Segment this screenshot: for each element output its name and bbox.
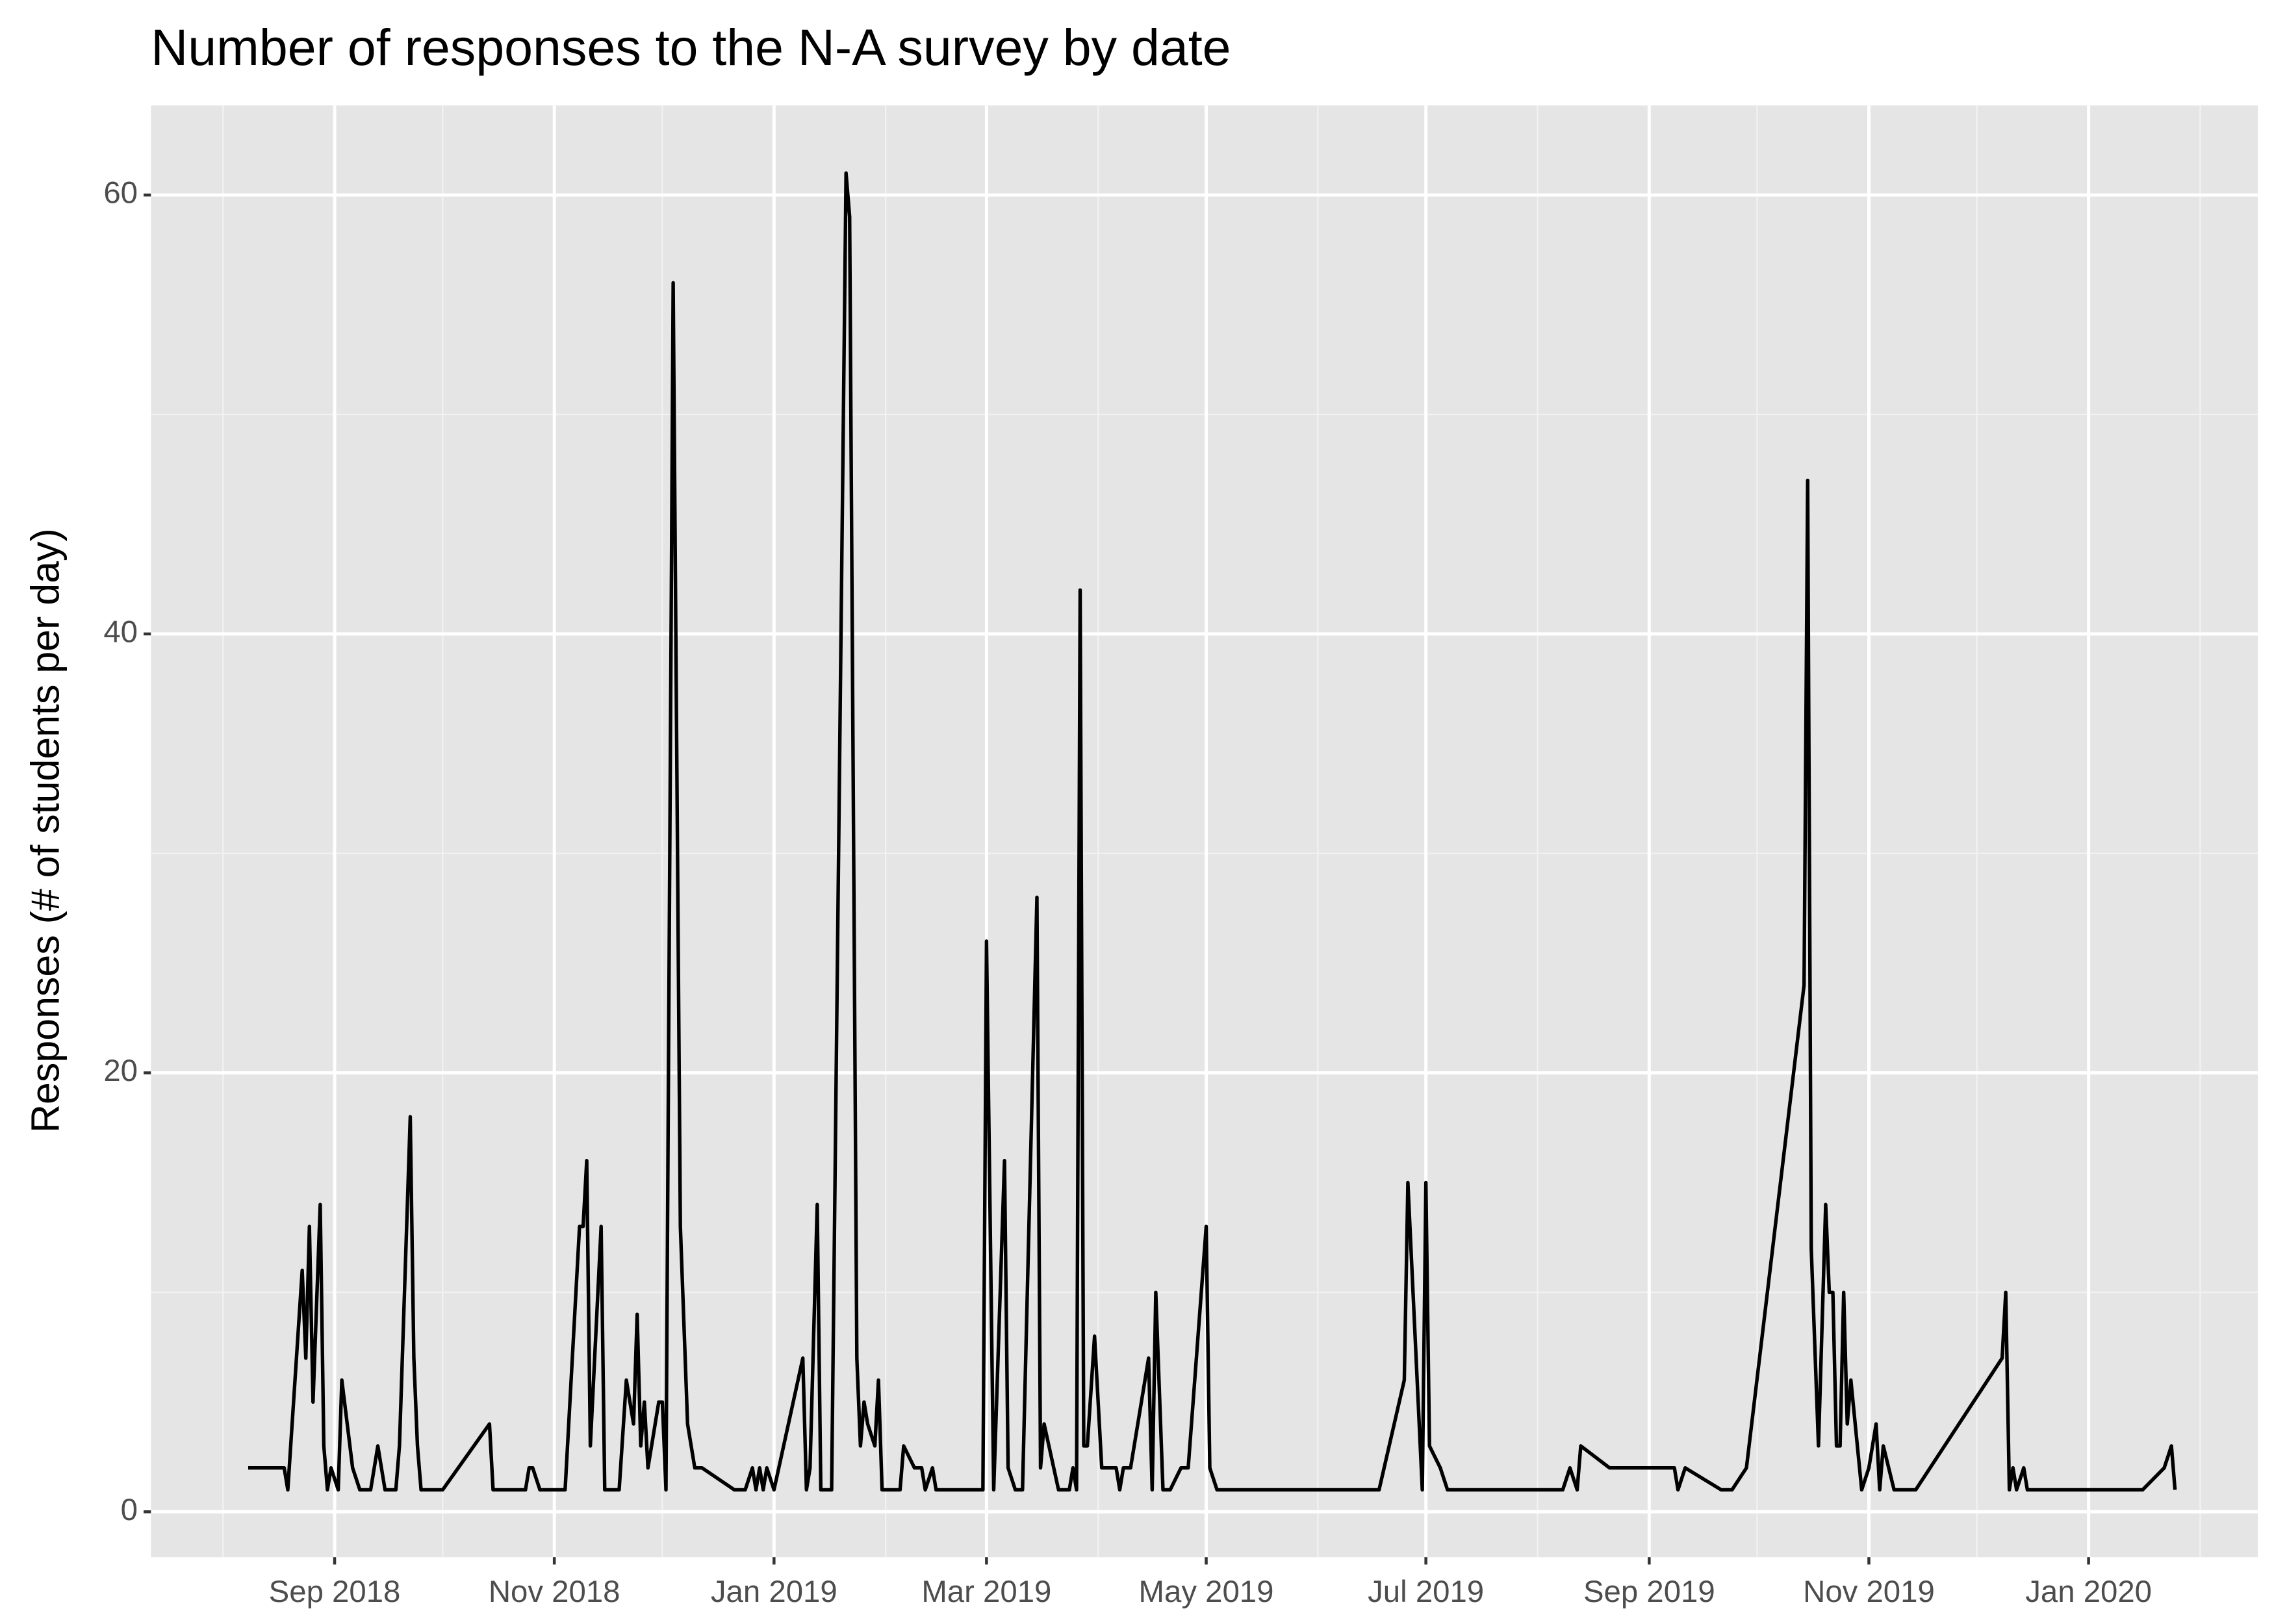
y-tick-label: 0 bbox=[121, 1493, 138, 1527]
x-tick-label: Mar 2019 bbox=[921, 1575, 1051, 1609]
y-axis-label: Responses (# of students per day) bbox=[23, 528, 68, 1133]
x-tick-label: Jan 2019 bbox=[711, 1575, 837, 1609]
x-tick-label: Nov 2019 bbox=[1803, 1575, 1935, 1609]
x-tick-label: Sep 2018 bbox=[269, 1575, 401, 1609]
x-tick-label: Jan 2020 bbox=[2025, 1575, 2152, 1609]
chart-title: Number of responses to the N-A survey by… bbox=[151, 19, 1231, 76]
plot-background bbox=[151, 105, 2258, 1558]
y-tick-label: 20 bbox=[103, 1054, 138, 1088]
x-tick-label: May 2019 bbox=[1139, 1575, 1274, 1609]
x-tick-label: Jul 2019 bbox=[1368, 1575, 1484, 1609]
x-tick-label: Nov 2018 bbox=[489, 1575, 620, 1609]
data-line bbox=[248, 171, 2177, 1492]
x-tick-label: Sep 2019 bbox=[1583, 1575, 1715, 1609]
y-tick-label: 60 bbox=[103, 176, 138, 210]
y-tick-label: 40 bbox=[103, 615, 138, 649]
